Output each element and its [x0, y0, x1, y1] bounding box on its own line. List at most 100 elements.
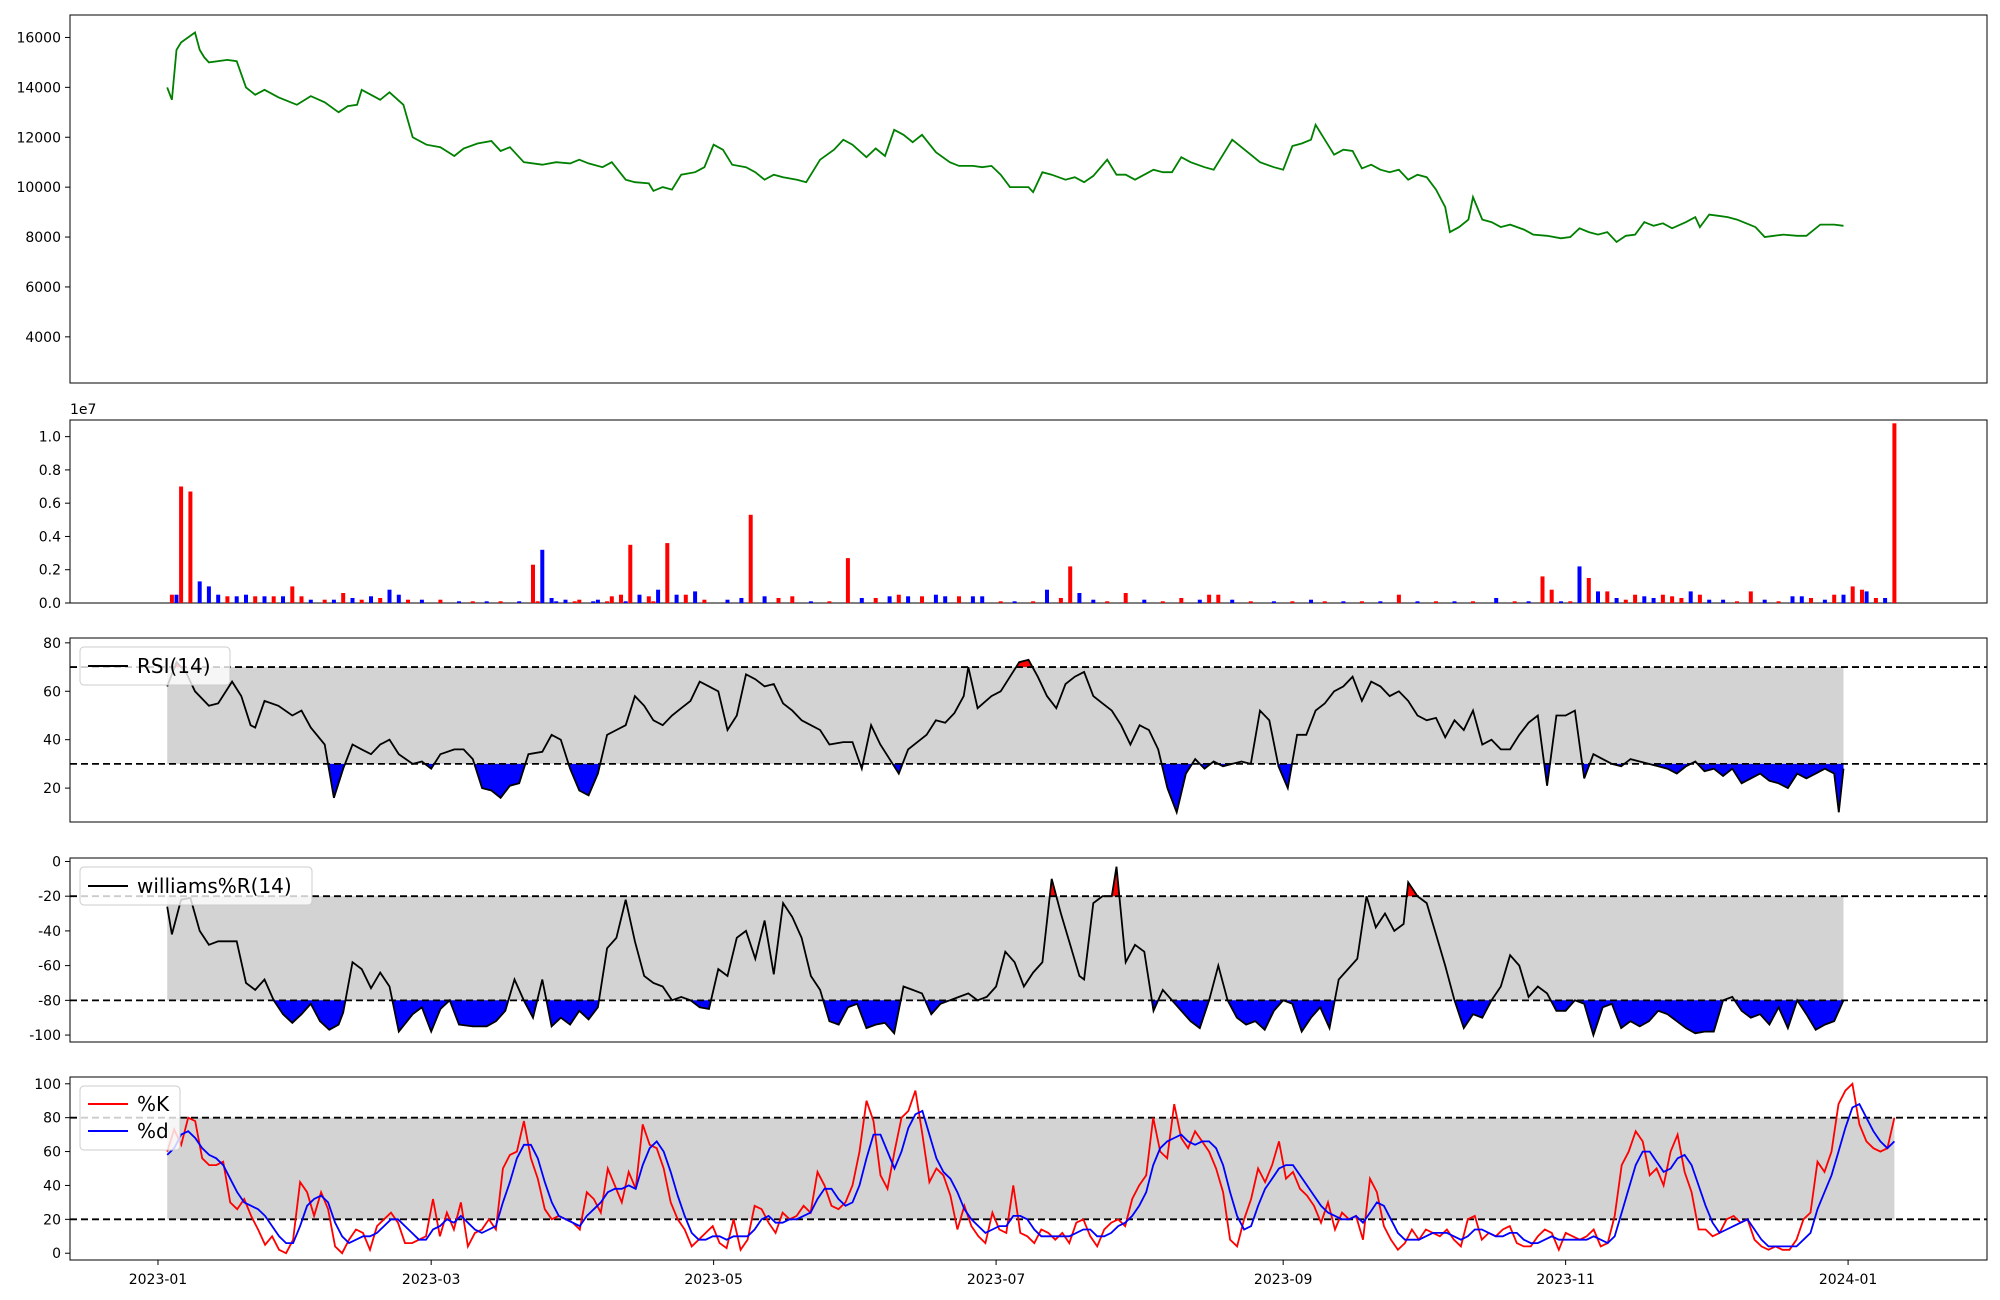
volume-bar: [739, 598, 744, 603]
volume-bar: [1860, 589, 1864, 603]
volume-bar: [762, 596, 767, 603]
volume-bar: [419, 599, 424, 603]
volume-bar: [1452, 601, 1457, 603]
volume-bar: [623, 601, 628, 603]
williams-oversold-fill: [690, 1000, 711, 1009]
volume-bar: [702, 599, 707, 603]
williams-oversold-fill: [392, 1000, 450, 1032]
volume-bar: [1883, 598, 1888, 603]
price-ytick-label: 16000: [16, 30, 61, 46]
volume-bar: [906, 596, 911, 603]
williams-oversold-fill: [1734, 1000, 1798, 1029]
volume-bar: [591, 601, 596, 603]
williams-oversold-fill: [273, 1000, 346, 1030]
volume-bar: [359, 599, 364, 603]
williams-r-panel: -100 -80 -60 -40 -20 0 williams%R(14): [29, 854, 1988, 1044]
volume-bar: [1735, 601, 1739, 603]
volume-bar: [674, 594, 679, 603]
volume-offset-label: 1e7: [70, 402, 96, 418]
volume-bar: [1586, 578, 1591, 603]
x-tick-label: 2023-03: [402, 1272, 461, 1288]
volume-bar: [1596, 591, 1600, 603]
volume-bar: [920, 596, 924, 603]
x-tick-label: 2023-05: [684, 1272, 743, 1288]
rsi-overbought-fill: [1016, 659, 1033, 668]
volume-bar: [322, 599, 327, 603]
volume-bar: [1568, 601, 1573, 603]
volume-bar: [1230, 599, 1235, 603]
volume-bar: [1776, 601, 1781, 603]
volume-bar: [554, 601, 559, 603]
volume-bar: [665, 543, 670, 603]
volume-bar: [628, 544, 633, 603]
volume-bar: [933, 594, 938, 603]
volume-bar: [498, 601, 503, 603]
volume-bar: [244, 594, 248, 603]
rsi-oversold-fill: [474, 763, 526, 798]
volume-bar: [1651, 598, 1656, 603]
volume-bar: [1660, 594, 1665, 603]
volume-bar: [1197, 599, 1202, 603]
volume-ytick-label: 0.8: [39, 463, 61, 479]
volume-bar: [1091, 599, 1096, 603]
volume-bar: [535, 601, 540, 603]
rsi-panel: 20 40 60 80 RSI(14): [43, 636, 1988, 823]
price-ytick-label: 4000: [25, 330, 61, 346]
volume-bar: [225, 596, 230, 603]
stochastic-k-line: [166, 1081, 1896, 1255]
volume-bar: [1670, 596, 1675, 603]
volume-bar: [1642, 596, 1647, 603]
volume-bar: [776, 598, 781, 603]
rsi-ytick-label: 60: [43, 684, 61, 700]
volume-ytick-label: 0.6: [39, 496, 61, 512]
volume-bar: [341, 593, 346, 603]
price-ytick-label: 12000: [16, 130, 61, 146]
volume-bar: [609, 596, 614, 603]
volume-bar: [517, 601, 522, 603]
volume-bar: [299, 596, 304, 603]
volume-bar: [1012, 601, 1017, 603]
volume-bar: [484, 601, 489, 603]
volume-bar: [845, 558, 850, 603]
rsi-ytick-label: 80: [43, 636, 61, 652]
volume-bar: [1068, 566, 1073, 603]
volume-bar: [1688, 591, 1693, 603]
volume-ytick-label: 0.2: [39, 563, 61, 579]
volume-bar: [970, 596, 975, 603]
volume-axes-frame: [69, 419, 1988, 604]
volume-bar: [646, 596, 651, 603]
volume-bar: [1415, 601, 1420, 603]
volume-bar: [378, 598, 383, 603]
volume-bar: [656, 589, 661, 603]
price-panel: 4000 6000 8000 10000 12000 14000 16000: [16, 14, 1988, 384]
volume-bar: [683, 594, 688, 603]
volume-ytick-label: 0.4: [39, 529, 61, 545]
volume-bar: [693, 591, 698, 603]
price-ytick-label: 6000: [25, 280, 61, 296]
williams-oversold-fill: [449, 1000, 509, 1027]
volume-bar: [943, 596, 948, 603]
volume-bar: [1160, 601, 1165, 603]
volume-bar: [1207, 594, 1212, 603]
volume-bar: [1031, 601, 1036, 603]
volume-bar: [438, 599, 443, 603]
volume-bar: [1577, 566, 1582, 603]
volume-bar: [790, 596, 795, 603]
stochastic-ytick-label: 80: [43, 1111, 61, 1127]
volume-bar: [262, 596, 267, 603]
volume-bar: [1721, 599, 1726, 603]
williams-oversold-fill: [823, 1000, 901, 1034]
rsi-legend: [79, 646, 231, 686]
rsi-oversold-fill: [1697, 763, 1844, 813]
volume-bar: [1471, 601, 1475, 603]
price-ytick-label: 8000: [25, 230, 61, 246]
volume-bar: [1045, 589, 1049, 603]
volume-bar: [540, 549, 545, 603]
rsi-band: [167, 667, 1844, 764]
stochastic-ytick-label: 40: [43, 1178, 61, 1194]
volume-bar: [206, 586, 211, 603]
stochastic-ytick-label: 0: [52, 1246, 61, 1262]
volume-bar: [725, 599, 730, 603]
volume-bar: [1832, 594, 1837, 603]
volume-bar: [595, 599, 600, 603]
